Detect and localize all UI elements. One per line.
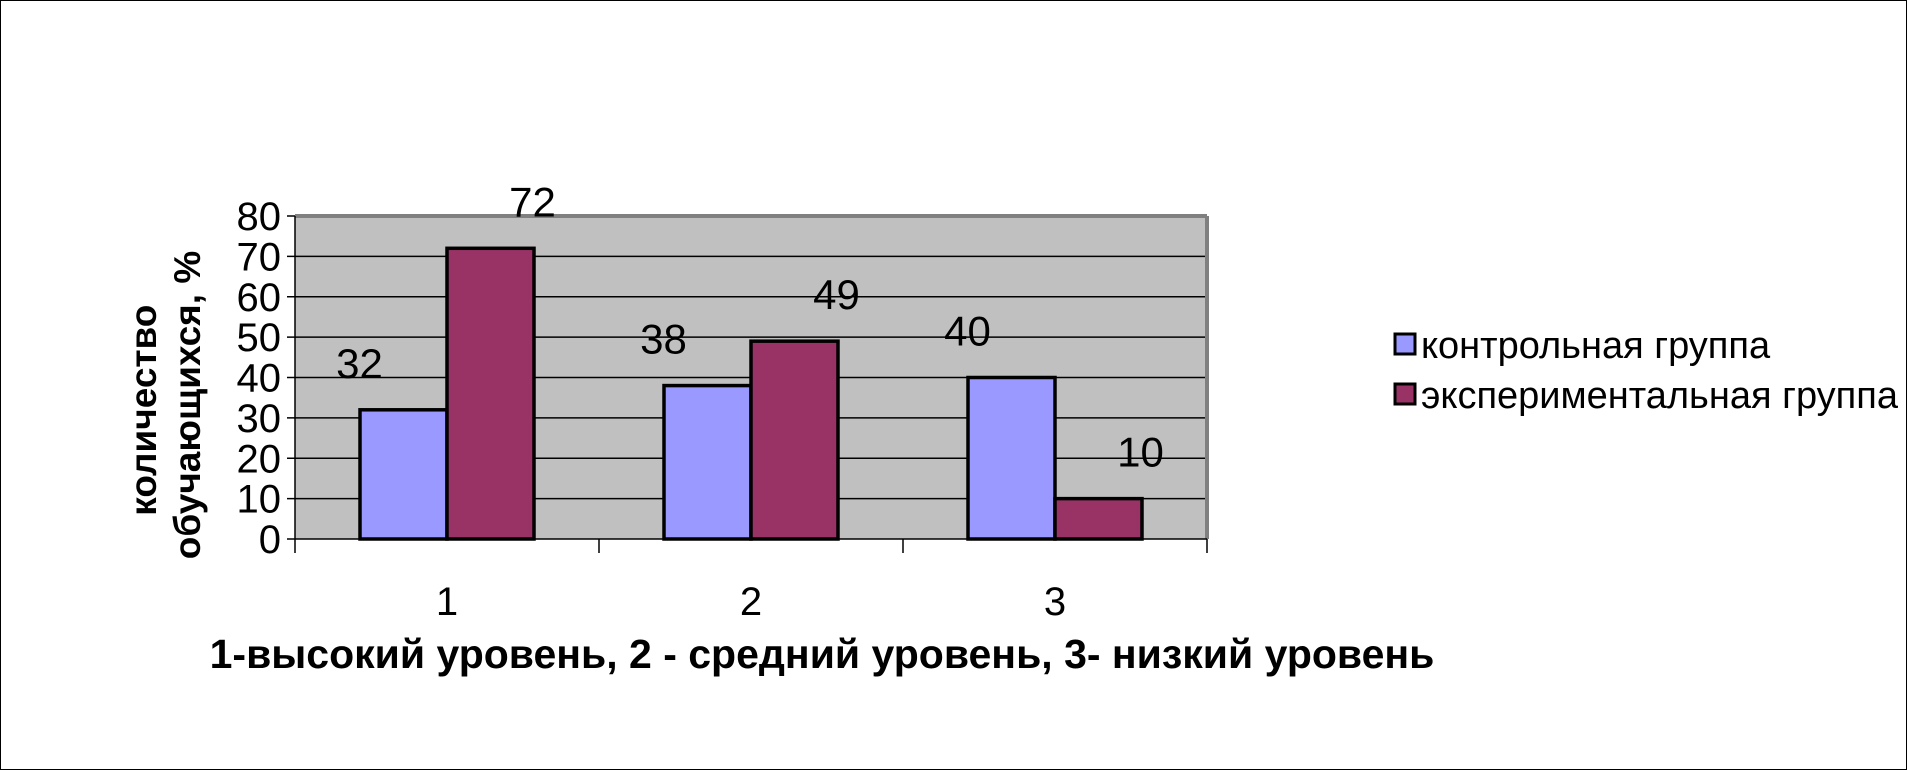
- legend-swatch-experimental: [1393, 382, 1417, 406]
- x-tick-labels: 1 2 3: [436, 580, 1066, 624]
- y-axis-title: количество обучающихся, %: [123, 251, 208, 559]
- axes: [287, 214, 1209, 553]
- data-labels: 32 72 38 49 40 10: [336, 178, 1164, 475]
- x-tick-label: 3: [1044, 580, 1066, 624]
- y-tick-label: 70: [237, 235, 282, 279]
- y-tick-label: 80: [237, 195, 282, 239]
- bar-experimental-1: [445, 246, 536, 541]
- bar-experimental-2: [749, 339, 840, 541]
- bar-control-1: [358, 408, 449, 541]
- x-tick-label: 2: [740, 580, 762, 624]
- bar-experimental-3: [1053, 496, 1144, 541]
- legend-swatch-control: [1393, 332, 1417, 356]
- x-tick-label: 1: [436, 580, 458, 624]
- bar-control-2: [662, 383, 753, 541]
- bar-control-3: [966, 375, 1057, 541]
- y-tick-label: 10: [237, 478, 282, 522]
- y-tick-label: 20: [237, 437, 282, 481]
- legend-label-experimental: экспериментальная группа: [1421, 375, 1899, 417]
- y-tick-label: 0: [259, 518, 281, 562]
- y-axis-title-line-2: обучающихся, %: [167, 251, 208, 559]
- y-tick-label: 60: [237, 276, 282, 320]
- data-label-control-1: 32: [336, 340, 383, 387]
- data-label-experimental-3: 10: [1117, 429, 1164, 476]
- x-axis-title: 1-высокий уровень, 2 - средний уровень, …: [210, 631, 1435, 677]
- data-label-control-3: 40: [944, 308, 991, 355]
- data-label-experimental-1: 72: [509, 178, 556, 225]
- legend: контрольная группа экспериментальная гру…: [1393, 325, 1899, 417]
- data-label-experimental-2: 49: [813, 271, 860, 318]
- y-tick-label: 40: [237, 357, 282, 401]
- bars: [358, 246, 1144, 541]
- y-axis-title-line-1: количество: [123, 305, 164, 516]
- y-tick-label: 50: [237, 316, 282, 360]
- y-tick-label: 30: [237, 397, 282, 441]
- legend-label-control: контрольная группа: [1421, 325, 1771, 367]
- data-label-control-2: 38: [640, 316, 687, 363]
